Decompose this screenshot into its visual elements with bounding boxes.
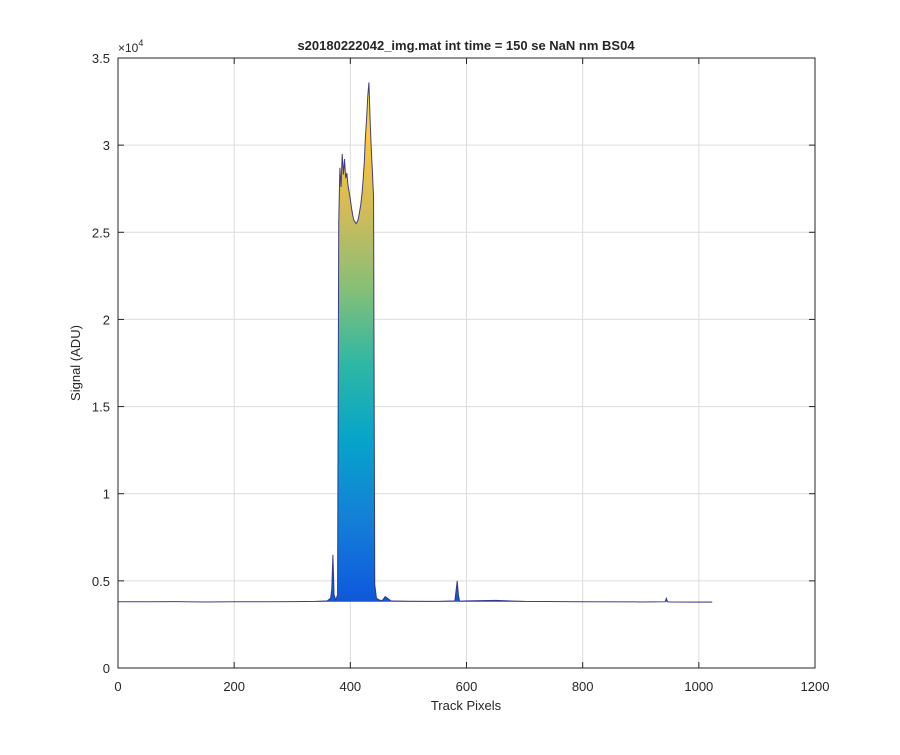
- y-tick-label: 2: [103, 312, 110, 327]
- x-tick-label: 200: [223, 679, 245, 694]
- x-tick-label: 800: [572, 679, 594, 694]
- axes: [117, 57, 816, 669]
- y-tick-label: 2.5: [92, 225, 110, 240]
- chart-title: s20180222042_img.mat int time = 150 se N…: [297, 38, 635, 53]
- signal-trace-line: [118, 82, 713, 603]
- x-tick-label: 1000: [684, 679, 713, 694]
- y-tick-label: 1: [103, 487, 110, 502]
- y-axis-label: Signal (ADU): [68, 325, 83, 401]
- y-tick-labels: 0 0.5 1 1.5 2 2.5 3 3.5: [92, 51, 110, 676]
- y-exponent-label: ×104: [118, 38, 143, 55]
- data-layer: [118, 82, 713, 603]
- x-tick-labels: 0 200 400 600 800 1000 1200: [114, 679, 829, 694]
- x-tick-label: 600: [456, 679, 478, 694]
- y-tick-label: 0: [103, 661, 110, 676]
- y-tick-label: 1.5: [92, 400, 110, 415]
- x-tick-label: 1200: [801, 679, 830, 694]
- y-tick-label: 0.5: [92, 574, 110, 589]
- x-axis-label: Track Pixels: [431, 698, 502, 713]
- x-tick-label: 400: [339, 679, 361, 694]
- y-tick-label: 3.5: [92, 51, 110, 66]
- y-tick-label: 3: [103, 138, 110, 153]
- x-tick-label: 0: [114, 679, 121, 694]
